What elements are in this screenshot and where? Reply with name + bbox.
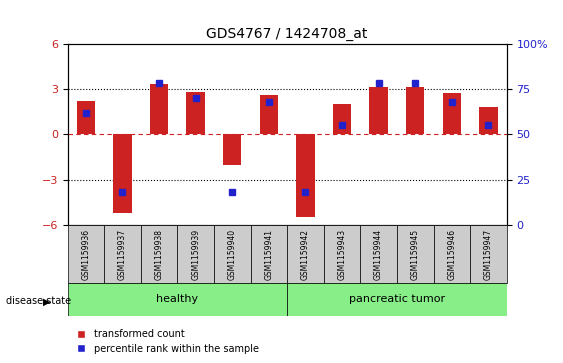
Bar [296, 134, 315, 217]
Bar [406, 87, 425, 134]
FancyBboxPatch shape [434, 225, 470, 283]
Text: disease state: disease state [6, 296, 71, 306]
Bar [333, 104, 351, 134]
Text: pancreatic tumor: pancreatic tumor [349, 294, 445, 305]
Bar [260, 95, 278, 134]
Text: GSM1159947: GSM1159947 [484, 229, 493, 280]
FancyBboxPatch shape [287, 283, 507, 316]
Text: GSM1159936: GSM1159936 [82, 229, 90, 280]
FancyBboxPatch shape [68, 283, 287, 316]
Text: GSM1159941: GSM1159941 [265, 229, 273, 280]
Bar [77, 101, 95, 134]
Text: GSM1159937: GSM1159937 [118, 229, 127, 280]
Text: healthy: healthy [157, 294, 198, 305]
Text: GSM1159944: GSM1159944 [374, 229, 383, 280]
FancyBboxPatch shape [214, 225, 251, 283]
FancyBboxPatch shape [360, 225, 397, 283]
Bar [443, 93, 461, 134]
Text: GSM1159945: GSM1159945 [411, 229, 419, 280]
FancyBboxPatch shape [141, 225, 177, 283]
FancyBboxPatch shape [104, 225, 141, 283]
FancyBboxPatch shape [324, 225, 360, 283]
Bar [150, 85, 168, 134]
Text: GSM1159938: GSM1159938 [155, 229, 163, 280]
FancyBboxPatch shape [470, 225, 507, 283]
Text: GSM1159942: GSM1159942 [301, 229, 310, 280]
FancyBboxPatch shape [251, 225, 287, 283]
Bar [186, 92, 205, 134]
FancyBboxPatch shape [397, 225, 434, 283]
Text: GSM1159946: GSM1159946 [448, 229, 456, 280]
Text: GSM1159943: GSM1159943 [338, 229, 346, 280]
Text: GSM1159939: GSM1159939 [191, 229, 200, 280]
Text: GSM1159940: GSM1159940 [228, 229, 236, 280]
FancyBboxPatch shape [68, 225, 104, 283]
Title: GDS4767 / 1424708_at: GDS4767 / 1424708_at [207, 27, 368, 41]
Bar [369, 87, 388, 134]
FancyBboxPatch shape [287, 225, 324, 283]
FancyBboxPatch shape [177, 225, 214, 283]
Bar [113, 134, 132, 213]
Bar [223, 134, 242, 164]
Legend: transformed count, percentile rank within the sample: transformed count, percentile rank withi… [73, 326, 263, 358]
Bar [479, 107, 498, 134]
Text: ▶: ▶ [43, 296, 51, 306]
